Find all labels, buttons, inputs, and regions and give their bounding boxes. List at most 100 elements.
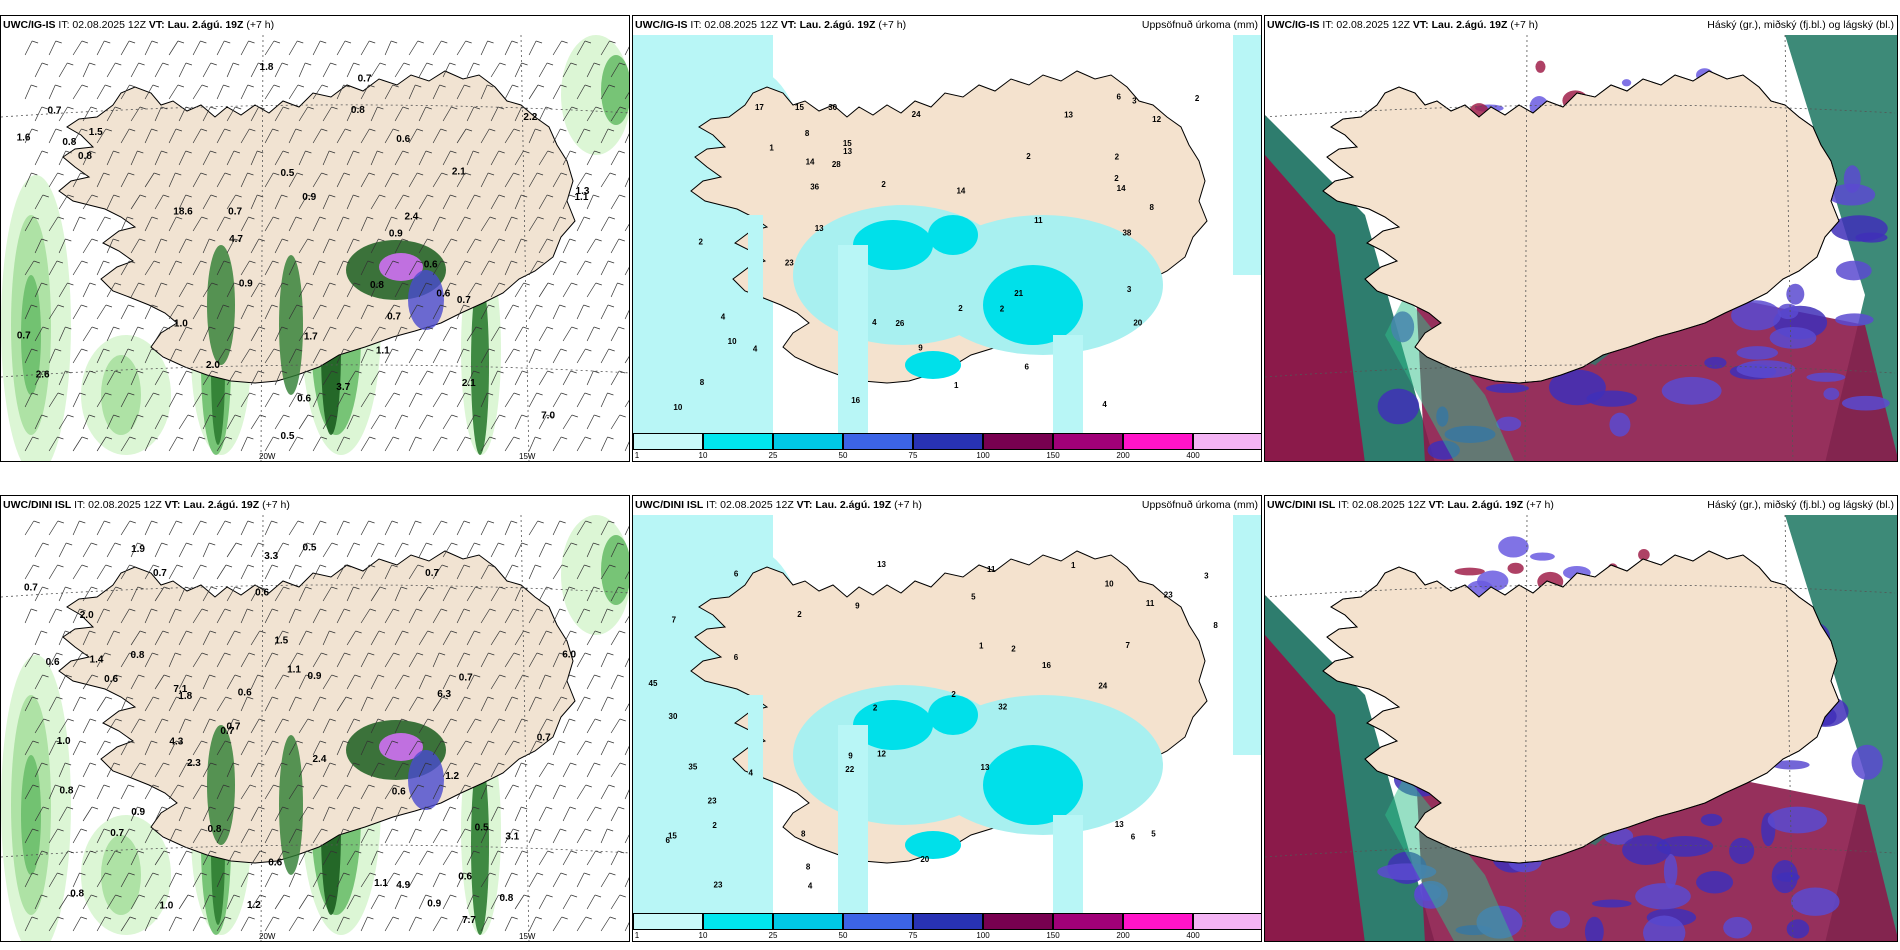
valid-time: Lau. 2.ágú. 19Z	[167, 19, 244, 31]
panel-header: UWC/DINI ISL IT: 02.08.2025 12Z VT: Lau.…	[633, 496, 1261, 515]
precip-value-label: 1.6	[17, 132, 31, 143]
accum-value-label: 8	[806, 862, 811, 871]
accum-value-label: 6	[734, 653, 739, 662]
accum-value-label: 10	[1105, 579, 1114, 588]
accum-value-label: 2	[951, 690, 956, 699]
lead-time: (+7 h)	[875, 19, 907, 31]
precip-value-label: 2.4	[312, 754, 326, 765]
lead-time: (+7 h)	[1507, 19, 1539, 31]
colorbar-swatch	[1053, 913, 1123, 930]
accum-value-label: 30	[669, 712, 678, 721]
precip-value-label: 0.5	[475, 822, 489, 833]
colorbar-tick: 10	[698, 451, 708, 460]
accum-value-label: 4	[1102, 400, 1107, 409]
iceland-landmass	[58, 550, 576, 864]
precip-value-label: 0.9	[389, 228, 403, 239]
accum-value-label: 20	[1133, 319, 1142, 328]
accum-value-label: 11	[1146, 599, 1155, 608]
init-time: IT: 02.08.2025 12Z	[703, 499, 797, 511]
precip-value-label: 0.6	[396, 134, 410, 145]
accum-value-label: 6	[1024, 363, 1029, 372]
accum-value-label: 13	[1064, 110, 1073, 119]
precip-value-label: 7.0	[541, 411, 555, 422]
lat-lon-grid	[1, 515, 629, 941]
accum-value-label: 2	[958, 304, 963, 313]
accum-value-label: 2	[698, 237, 703, 246]
precip-value-label: 0.5	[281, 431, 295, 442]
valid-time-label: VT:	[148, 19, 168, 31]
accum-value-label: 4	[721, 312, 726, 321]
accum-value-label: 45	[649, 679, 658, 688]
colorbar-tick: 100	[976, 931, 990, 940]
colorbar-tick: 150	[1046, 451, 1060, 460]
precip-value-label: 0.7	[457, 295, 471, 306]
panel-header: UWC/IG-IS IT: 02.08.2025 12Z VT: Lau. 2.…	[1, 16, 629, 35]
colorbar-tick: 25	[768, 451, 778, 460]
panel-header: UWC/DINI ISL IT: 02.08.2025 12Z VT: Lau.…	[1265, 496, 1897, 515]
accum-value-label: 1	[1071, 561, 1076, 570]
colorbar-tick: 400	[1186, 451, 1200, 460]
valid-time-label: VT:	[1412, 19, 1432, 31]
accum-value-label: 4	[748, 768, 753, 777]
precip-value-label: 0.9	[131, 807, 145, 818]
precip-value-label: 0.6	[458, 872, 472, 883]
colorbar-swatch	[773, 913, 843, 930]
precip-value-label: 1.1	[575, 192, 589, 203]
accum-value-label: 10	[673, 403, 682, 412]
accum-value-label: 2	[1026, 152, 1031, 161]
precip-value-label: 0.6	[104, 674, 118, 685]
lon-label-20w: 20W	[259, 932, 276, 941]
precip-value-label: 0.9	[427, 898, 441, 909]
colorbar-swatch	[1193, 913, 1261, 930]
model-name: UWC/DINI ISL	[1267, 499, 1336, 511]
cloud-cover-map	[1265, 515, 1897, 941]
precip-value-label: 0.7	[153, 568, 167, 579]
precip-colorbar: 1 10 25 50 75 100 150 200 400	[633, 913, 1261, 941]
colorbar-tick: 75	[908, 451, 918, 460]
accum-value-label: 32	[998, 702, 1007, 711]
accum-value-label: 7	[672, 615, 677, 624]
colorbar-tick: 200	[1116, 931, 1130, 940]
accum-value-label: 30	[828, 103, 837, 112]
colorbar-swatch	[1123, 433, 1193, 450]
precip-value-label: 6.3	[437, 689, 451, 700]
accum-value-label: 2	[873, 704, 878, 713]
precip-value-label: 0.7	[358, 74, 372, 85]
accum-value-label: 11	[987, 565, 996, 574]
accum-value-label: 4	[753, 345, 758, 354]
accum-value-label: 20	[920, 855, 929, 864]
precip-value-label: 0.8	[370, 280, 384, 291]
precip-value-label: 1.5	[89, 127, 103, 138]
panel-igis-clouds: UWC/IG-IS IT: 02.08.2025 12Z VT: Lau. 2.…	[1264, 15, 1898, 462]
colorbar-swatch	[843, 433, 913, 450]
colorbar-tick: 100	[976, 451, 990, 460]
lead-time: (+7 h)	[259, 499, 290, 511]
lon-label-15w: 15W	[519, 932, 536, 941]
precip-value-label: 0.8	[62, 137, 76, 148]
precip-value-label: 1.0	[159, 901, 173, 912]
precip-value-label: 1.0	[174, 319, 188, 330]
precip-value-label: 1.8	[260, 62, 274, 73]
precip-value-label: 1.1	[287, 665, 301, 676]
accum-value-label: 8	[805, 129, 810, 138]
accum-value-label: 11	[1034, 216, 1043, 225]
accum-value-label: 1	[954, 381, 959, 390]
accum-value-label: 15	[843, 139, 852, 148]
panel-title: Háský (gr.), miðský (fj.bl.) og lágský (…	[1707, 19, 1894, 31]
precip-value-label: 2.0	[206, 360, 220, 371]
precip-value-label: 1.3	[576, 186, 590, 197]
precip-value-label: 0.6	[46, 657, 60, 668]
precip-value-label: 0.6	[238, 688, 252, 699]
colorbar-swatch	[983, 433, 1053, 450]
precip-value-label: 1.5	[274, 636, 288, 647]
colorbar-tick: 75	[908, 931, 918, 940]
precip-value-label: 0.8	[70, 888, 84, 899]
lat-lon-grid	[1265, 515, 1896, 941]
colorbar-tick: 10	[698, 931, 708, 940]
panel-title: Uppsöfnuð úrkoma (mm)	[1141, 19, 1258, 31]
accum-value-label: 8	[1213, 621, 1218, 630]
precip-value-label: 0.8	[131, 650, 145, 661]
precip-value-label: 0.7	[387, 312, 401, 323]
accum-value-label: 2	[1195, 94, 1200, 103]
accum-value-label: 1	[979, 641, 984, 650]
